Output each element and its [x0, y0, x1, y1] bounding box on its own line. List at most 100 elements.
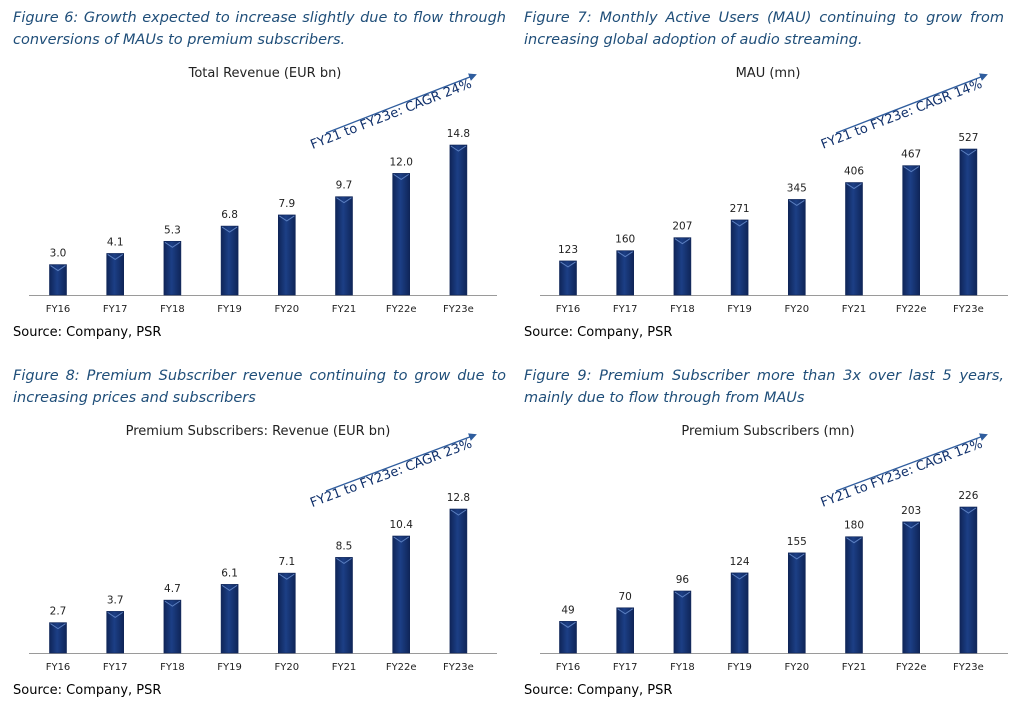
bar-top-highlight — [731, 573, 748, 580]
bar-fy23e — [959, 148, 978, 296]
bar-fy16 — [49, 622, 67, 654]
bar-fy19 — [220, 584, 239, 654]
x-tick-label: FY23e — [953, 304, 984, 315]
data-label: 123 — [558, 244, 578, 256]
data-label: 5.3 — [164, 224, 181, 236]
data-label: 226 — [958, 490, 978, 502]
data-label: 203 — [901, 505, 921, 517]
x-tick-label: FY20 — [275, 304, 300, 315]
bar-fy17 — [616, 607, 634, 654]
x-tick-label: FY20 — [785, 304, 810, 315]
bar-top-highlight — [393, 536, 409, 543]
bar-fy16 — [559, 260, 577, 296]
figure-panel-7: Figure 7: Monthly Active Users (MAU) con… — [524, 7, 1024, 357]
x-tick-label: FY17 — [613, 304, 638, 315]
bar-top-highlight — [617, 251, 633, 258]
bar-chart-premium-subscribers: Premium Subscribers (mn) 49 FY16 70 FY17 96 F… — [540, 424, 1008, 673]
x-tick-label: FY18 — [160, 662, 185, 673]
figure-panel-6: Figure 6: Growth expected to increase sl… — [13, 7, 513, 357]
bar-fy23e — [449, 508, 468, 654]
bar-top-highlight — [789, 200, 805, 207]
x-tick-label: FY19 — [217, 304, 242, 315]
chart-title: MAU (mn) — [736, 66, 801, 81]
x-tick-label: FY22e — [386, 304, 417, 315]
x-tick-label: FY18 — [670, 304, 695, 315]
data-label: 4.1 — [107, 236, 124, 248]
bar-chart-premium-revenue: Premium Subscribers: Revenue (EUR bn) 2.… — [29, 424, 497, 673]
x-tick-label: FY16 — [556, 304, 581, 315]
x-tick-label: FY21 — [332, 662, 357, 673]
data-label: 160 — [615, 234, 635, 246]
x-tick-label: FY19 — [217, 662, 242, 673]
bar-top-highlight — [164, 241, 181, 248]
bar-top-highlight — [393, 173, 409, 180]
data-label: 49 — [561, 604, 574, 616]
x-tick-label: FY19 — [727, 304, 752, 315]
data-label: 345 — [787, 182, 807, 194]
data-label: 207 — [672, 221, 692, 233]
chart-title: Total Revenue (EUR bn) — [188, 66, 342, 81]
data-label: 3.0 — [50, 248, 67, 260]
figure-caption: Figure 8: Premium Subscriber revenue con… — [13, 368, 506, 406]
x-tick-label: FY16 — [46, 662, 71, 673]
data-label: 12.0 — [390, 156, 413, 168]
data-label: 4.7 — [164, 583, 181, 595]
source-note: Source: Company, PSR — [524, 683, 673, 698]
source-note: Source: Company, PSR — [13, 325, 162, 340]
data-label: 96 — [676, 574, 690, 586]
x-tick-label: FY23e — [443, 662, 474, 673]
cagr-arrow — [325, 433, 477, 492]
x-tick-label: FY18 — [670, 662, 695, 673]
bar-top-highlight — [617, 608, 633, 615]
bar-fy22e — [902, 165, 921, 296]
x-tick-label: FY17 — [103, 662, 128, 673]
data-label: 124 — [730, 556, 750, 568]
bar-top-highlight — [674, 591, 691, 598]
bar-fy21 — [335, 557, 353, 654]
bar-top-highlight — [903, 166, 919, 173]
bar-fy22e — [392, 535, 411, 654]
bar-top-highlight — [279, 573, 295, 580]
source-note: Source: Company, PSR — [13, 683, 162, 698]
x-tick-label: FY21 — [842, 662, 867, 673]
data-label: 7.1 — [278, 556, 295, 568]
data-label: 14.8 — [447, 128, 470, 140]
x-tick-label: FY21 — [332, 304, 357, 315]
bar-top-highlight — [221, 584, 238, 591]
bar-fy20 — [277, 214, 296, 296]
bar-fy22e — [392, 173, 411, 296]
bar-top-highlight — [164, 600, 181, 607]
figure-panel-8: Figure 8: Premium Subscriber revenue con… — [13, 365, 513, 715]
bar-fy19 — [220, 225, 239, 296]
data-label: 467 — [901, 149, 921, 161]
data-label: 6.8 — [221, 209, 238, 221]
bar-top-highlight — [560, 261, 576, 268]
x-tick-label: FY23e — [953, 662, 984, 673]
bar-top-highlight — [731, 220, 748, 227]
data-label: 155 — [787, 536, 807, 548]
source-note: Source: Company, PSR — [524, 325, 673, 340]
data-label: 406 — [844, 166, 864, 178]
bar-fy20 — [277, 572, 296, 654]
bar-top-highlight — [50, 265, 66, 272]
x-tick-label: FY21 — [842, 304, 867, 315]
bar-top-highlight — [960, 149, 977, 156]
data-label: 12.8 — [447, 492, 470, 504]
bar-top-highlight — [903, 522, 919, 529]
x-tick-label: FY22e — [896, 304, 927, 315]
x-tick-label: FY16 — [556, 662, 581, 673]
bar-fy19 — [730, 219, 749, 296]
bar-fy18 — [673, 237, 692, 296]
bar-fy16 — [559, 621, 577, 654]
data-label: 271 — [730, 203, 750, 215]
x-tick-label: FY17 — [613, 662, 638, 673]
bar-fy16 — [49, 264, 67, 296]
x-tick-label: FY18 — [160, 304, 185, 315]
bar-top-highlight — [450, 145, 467, 152]
figure-caption: Figure 6: Growth expected to increase sl… — [13, 10, 506, 48]
bar-top-highlight — [107, 611, 123, 618]
bar-fy18 — [163, 240, 182, 296]
bar-fy21 — [845, 536, 863, 654]
bar-fy21 — [845, 182, 863, 296]
cagr-arrow — [835, 433, 988, 492]
